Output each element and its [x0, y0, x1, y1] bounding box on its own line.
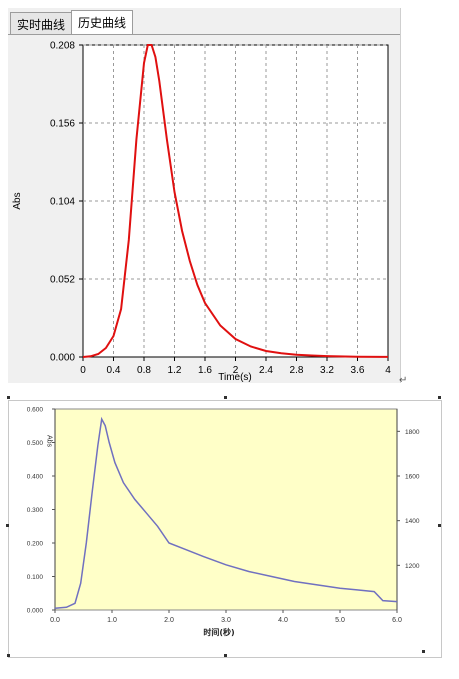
- top-series-line: [82, 44, 389, 358]
- top-y-tick-label: 0.156: [50, 119, 75, 130]
- top-x-tick-label: 4: [385, 365, 391, 376]
- bottom-x-tick-label: 2.0: [164, 617, 174, 624]
- top-ylabel: Abs: [12, 192, 23, 209]
- bottom-axis-ticks: 0.0 1.0 2.0 3.0 4.0 5.0 6.0 0.000 0.100 0.200 0.30…: [27, 407, 420, 625]
- bottom-y2-tick-label: 1200: [405, 563, 420, 570]
- bottom-x-tick-label: 4.0: [278, 617, 288, 624]
- bottom-x-tick-label: 0.0: [50, 617, 60, 624]
- top-xlabel: Time(s): [218, 372, 252, 383]
- handle-mark: [7, 654, 10, 657]
- bottom-chart: 0.0 1.0 2.0 3.0 4.0 5.0 6.0 0.000 0.100 0.200 0.30…: [27, 407, 420, 638]
- bottom-y-tick-label: 0.000: [27, 608, 44, 615]
- top-x-tick-label: 2: [233, 365, 239, 376]
- top-x-tick-label: 3.2: [320, 365, 334, 376]
- bottom-y-tick-label: 0.200: [27, 541, 44, 548]
- bottom-plot-area: [54, 408, 398, 611]
- bottom-x-tick-label: 1.0: [107, 617, 117, 624]
- top-x-tick-label: 1.2: [168, 365, 182, 376]
- bottom-series-line: [54, 416, 398, 610]
- tab-history-curve[interactable]: 历史曲线: [71, 10, 134, 34]
- handle-mark: [224, 654, 227, 657]
- top-x-tick-label: 0.4: [107, 365, 121, 376]
- handle-mark: [6, 524, 9, 527]
- bottom-y-tick-label: 0.500: [27, 440, 44, 447]
- top-y-tick-label: 0.208: [50, 41, 75, 52]
- history-curve-panel: 实时曲线 历史曲线 0 0.4 0.8 1.2 1.6 2 2.4 2.8 3.2 3.6 4 0.0…: [8, 8, 401, 383]
- bottom-y-tick-label: 0.600: [27, 407, 44, 414]
- bottom-y2-tick-label: 1400: [405, 518, 420, 525]
- top-x-tick-label: 2.8: [290, 365, 304, 376]
- curve-tab-strip: 实时曲线 历史曲线: [10, 10, 134, 34]
- top-y-tick-label: 0.000: [50, 353, 75, 364]
- top-axis-ticks: 0 0.4 0.8 1.2 1.6 2 2.4 2.8 3.2 3.6 4 0.000 0.052 0.1…: [50, 41, 391, 377]
- top-x-tick-label: 2.4: [259, 365, 273, 376]
- top-chart-frame: 0 0.4 0.8 1.2 1.6 2 2.4 2.8 3.2 3.6 4 0.000 0.052 0.1…: [8, 34, 400, 383]
- top-y-tick-label: 0.052: [50, 275, 75, 286]
- top-x-tick-label: 0: [80, 365, 86, 376]
- return-mark-icon: ↵: [399, 375, 408, 386]
- top-y-tick-label: 0.104: [50, 197, 75, 208]
- handle-mark: [224, 396, 227, 399]
- tab-realtime-curve[interactable]: 实时曲线: [10, 12, 73, 34]
- handle-mark: [438, 524, 441, 527]
- handle-mark: [7, 396, 10, 399]
- bottom-x-tick-label: 3.0: [221, 617, 231, 624]
- bottom-y-axis-title: Abs: [46, 435, 53, 448]
- top-x-tick-label: 1.6: [198, 365, 212, 376]
- bottom-y-tick-label: 0.400: [27, 474, 44, 481]
- top-x-tick-label: 3.6: [351, 365, 365, 376]
- bottom-y2-tick-label: 1600: [405, 474, 420, 481]
- top-grid: [83, 44, 388, 357]
- bottom-x-tick-label: 5.0: [335, 617, 345, 624]
- abs-time-panel: 0.0 1.0 2.0 3.0 4.0 5.0 6.0 0.000 0.100 0.200 0.30…: [8, 400, 442, 658]
- handle-mark: [438, 396, 441, 399]
- bottom-y-tick-label: 0.300: [27, 507, 44, 514]
- bottom-y-tick-label: 0.100: [27, 574, 44, 581]
- top-x-tick-label: 0.8: [137, 365, 151, 376]
- bottom-y2-tick-label: 1800: [405, 429, 420, 436]
- handle-mark: [422, 650, 425, 653]
- bottom-x-tick-label: 6.0: [392, 617, 402, 624]
- bottom-xlabel: 时间(秒): [203, 627, 234, 637]
- top-chart: 0 0.4 0.8 1.2 1.6 2 2.4 2.8 3.2 3.6 4 0.000 0.052 0.1…: [12, 41, 391, 384]
